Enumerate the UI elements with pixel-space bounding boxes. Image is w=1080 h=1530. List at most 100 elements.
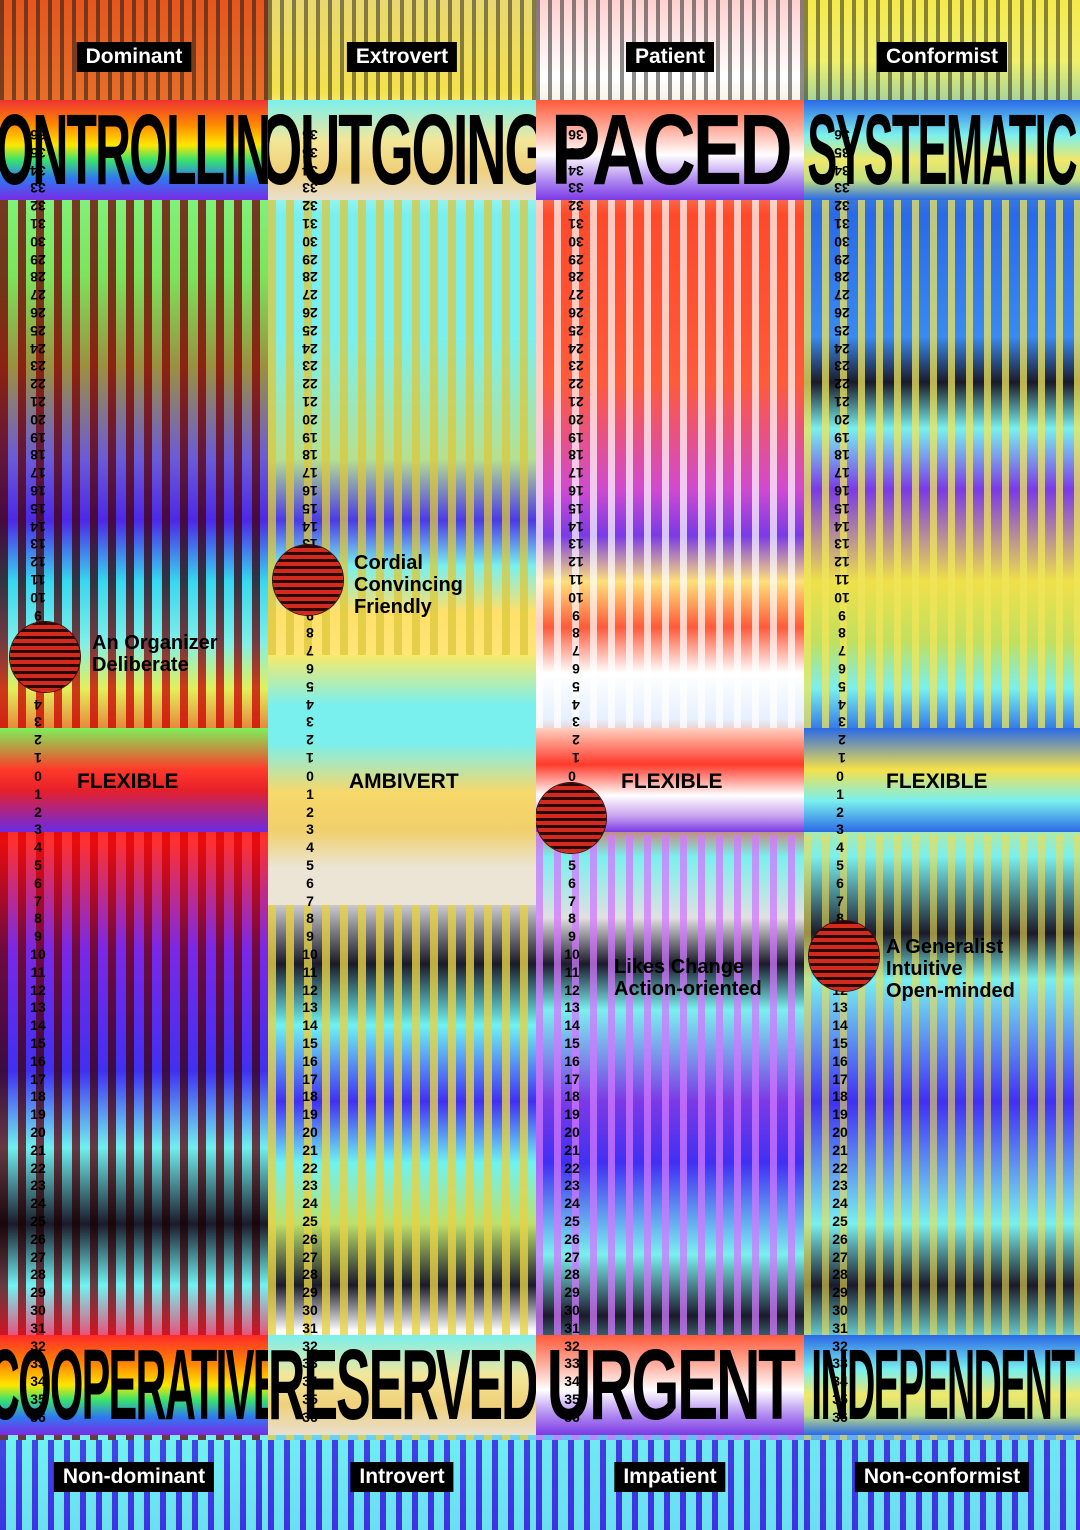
scale-number: 35 [832, 1390, 848, 1407]
bottom-trait-label: Introvert [350, 1462, 454, 1492]
scale-number: 17 [30, 464, 46, 481]
scale-number: 9 [306, 928, 314, 945]
scale-number: 5 [568, 856, 576, 873]
scale-number: 35 [30, 1390, 46, 1407]
scale-number: 8 [836, 910, 844, 927]
scale-number: 5 [306, 856, 314, 873]
lower-scale: 0123456789101112131415161718192021222324… [826, 768, 854, 1426]
scale-number: 15 [564, 1034, 580, 1051]
scale-number: 26 [302, 1230, 318, 1247]
scale-number: 6 [34, 874, 42, 891]
scale-number: 2 [838, 731, 846, 748]
scale-number: 19 [30, 1106, 46, 1123]
scale-number: 32 [30, 1337, 46, 1354]
scale-number: 21 [832, 1141, 848, 1158]
scale-number: 29 [564, 1284, 580, 1301]
scale-number: 9 [838, 607, 846, 624]
note-line: Deliberate [92, 654, 189, 676]
bottom-trait-label: Impatient [614, 1462, 726, 1492]
scale-number: 33 [30, 1355, 46, 1372]
scale-number: 29 [832, 1284, 848, 1301]
scale-number: 28 [302, 269, 318, 286]
scale-number: 9 [34, 607, 42, 624]
middle-band [804, 728, 1080, 832]
scale-number: 18 [834, 447, 850, 464]
scale-number: 0 [34, 768, 42, 784]
scale-number: 11 [30, 571, 46, 588]
scale-number: 9 [34, 928, 42, 945]
top-word: OUTGOING [268, 100, 536, 200]
scale-number: 15 [568, 500, 584, 517]
scale-number: 29 [302, 1284, 318, 1301]
scale-number: 25 [568, 322, 584, 339]
top-trait-label: Patient [625, 42, 715, 72]
scale-number: 21 [30, 393, 46, 410]
scale-number: 6 [306, 660, 314, 677]
score-marker [809, 921, 879, 991]
scale-number: 21 [302, 393, 318, 410]
top-word: SYSTEMATIC [804, 100, 1080, 200]
note-line: Friendly [354, 596, 432, 618]
scale-number: 16 [30, 482, 46, 499]
bottom-word: RESERVED [268, 1335, 536, 1435]
scale-number: 18 [302, 447, 318, 464]
middle-label: FLEXIBLE [621, 770, 723, 793]
scale-number: 14 [302, 1017, 318, 1034]
scale-number: 14 [30, 518, 46, 535]
scale-number: 11 [568, 571, 584, 588]
scale-number: 31 [832, 1319, 848, 1336]
scale-number: 15 [834, 500, 850, 517]
bottom-word-text: COOPERATIVE [0, 1335, 268, 1435]
top-word-text: PACED [550, 100, 793, 200]
scale-number: 1 [838, 749, 846, 766]
scale-number: 3 [836, 821, 844, 838]
scale-number: 3 [34, 714, 42, 731]
scale-number: 30 [832, 1301, 848, 1318]
scale-number: 7 [34, 892, 42, 909]
scale-number: 16 [832, 1052, 848, 1069]
scale-number: 34 [834, 162, 850, 179]
scale-number: 4 [306, 839, 314, 856]
scale-number: 19 [302, 1106, 318, 1123]
top-trait-label: Extrovert [346, 42, 458, 72]
note-line: Cordial [354, 552, 423, 574]
scale-number: 11 [564, 963, 580, 980]
scale-number: 17 [30, 1070, 46, 1087]
top-word: PACED [536, 100, 804, 200]
scale-number: 33 [832, 1355, 848, 1372]
note-line: An Organizer [92, 632, 218, 654]
scale-number: 32 [832, 1337, 848, 1354]
scale-number: 13 [30, 999, 46, 1016]
scale-number: 2 [34, 731, 42, 748]
scale-number: 15 [302, 1034, 318, 1051]
scale-number: 26 [564, 1230, 580, 1247]
scale-number: 27 [302, 286, 318, 303]
scale-number: 16 [564, 1052, 580, 1069]
scale-number: 7 [572, 642, 580, 659]
scale-number: 34 [302, 162, 318, 179]
scale-number: 31 [302, 1319, 318, 1336]
scale-number: 24 [302, 340, 318, 357]
scale-number: 5 [836, 856, 844, 873]
scale-number: 20 [568, 411, 584, 428]
scale-number: 10 [302, 945, 318, 962]
scale-number: 16 [302, 1052, 318, 1069]
scale-number: 34 [302, 1373, 318, 1390]
scale-number: 21 [834, 393, 850, 410]
trait-notes: A Generalist Intuitive Open-minded [886, 936, 1015, 1002]
middle-label: FLEXIBLE [77, 770, 179, 793]
scale-number: 24 [834, 340, 850, 357]
scale-number: 22 [30, 1159, 46, 1176]
middle-label: AMBIVERT [349, 770, 459, 793]
scale-number: 34 [30, 162, 46, 179]
scale-number: 28 [30, 269, 46, 286]
scale-number: 10 [568, 589, 584, 606]
scale-number: 22 [832, 1159, 848, 1176]
scale-number: 24 [832, 1195, 848, 1212]
scale-number: 24 [568, 340, 584, 357]
scale-number: 2 [306, 803, 314, 820]
scale-number: 36 [568, 126, 584, 143]
top-word-band [536, 100, 804, 200]
scale-number: 17 [832, 1070, 848, 1087]
scale-number: 3 [34, 821, 42, 838]
